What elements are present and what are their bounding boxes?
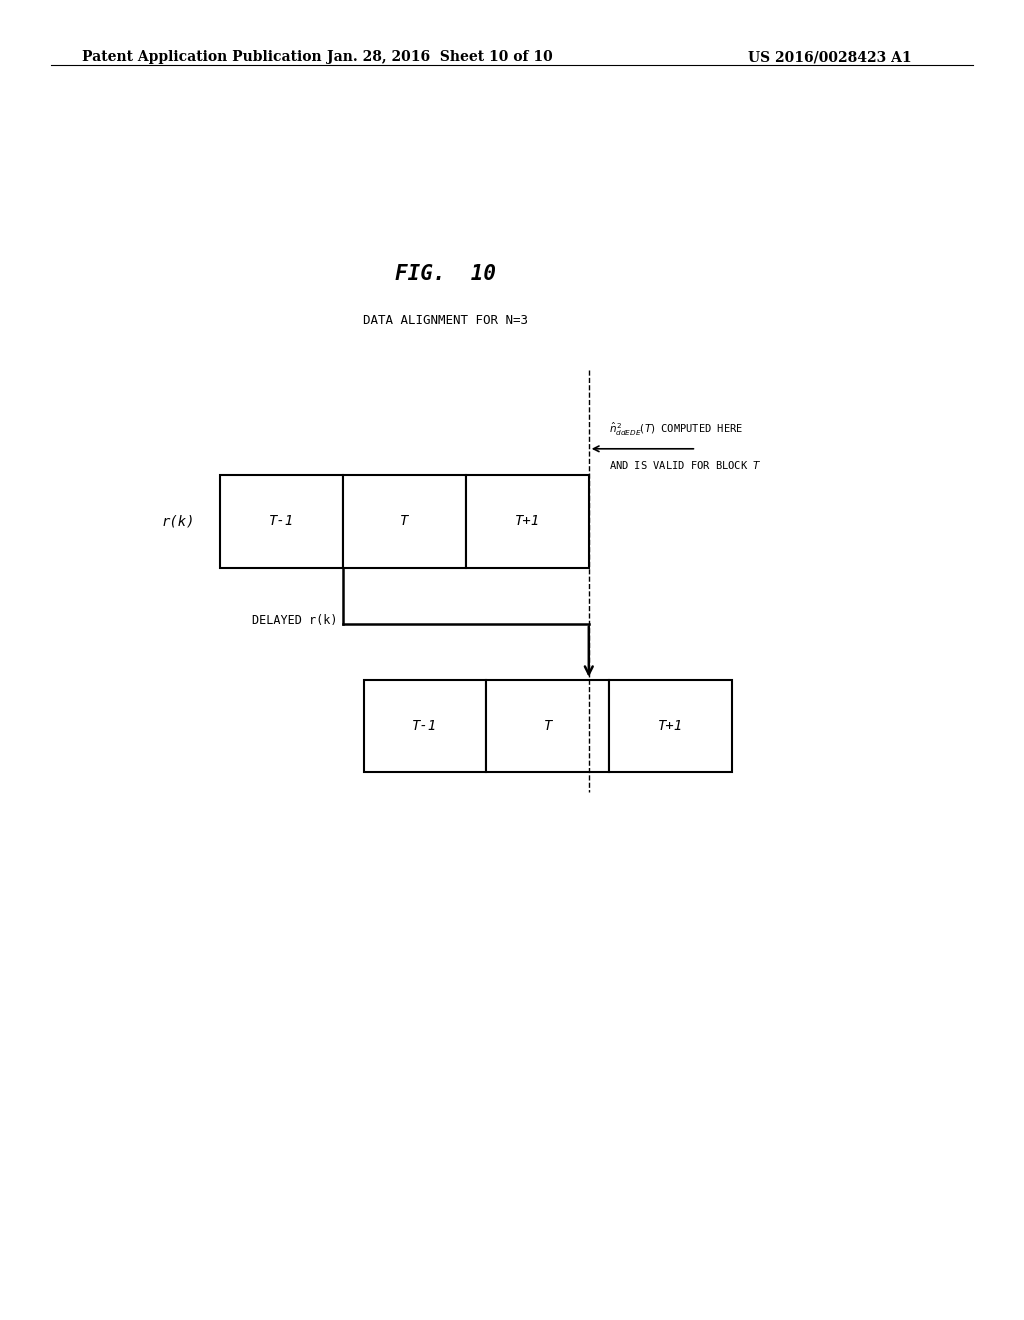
Bar: [220, 475, 343, 568]
Bar: [364, 680, 486, 772]
Text: DELAYED r(k): DELAYED r(k): [253, 614, 338, 627]
Text: T-1: T-1: [413, 719, 437, 733]
Bar: [486, 680, 609, 772]
Text: T+1: T+1: [658, 719, 683, 733]
Text: T-1: T-1: [269, 515, 294, 528]
Text: T: T: [544, 719, 552, 733]
Text: Patent Application Publication: Patent Application Publication: [82, 50, 322, 65]
Text: r(k): r(k): [161, 515, 195, 528]
Text: AND IS VALID FOR BLOCK $T$: AND IS VALID FOR BLOCK $T$: [609, 459, 762, 471]
Text: T: T: [400, 515, 409, 528]
Text: T+1: T+1: [515, 515, 540, 528]
Text: $\hat{n}^{\,2}_{ddEDE}$$(T)$ COMPUTED HERE: $\hat{n}^{\,2}_{ddEDE}$$(T)$ COMPUTED HE…: [609, 421, 743, 438]
Bar: [466, 475, 589, 568]
Text: US 2016/0028423 A1: US 2016/0028423 A1: [748, 50, 911, 65]
Bar: [343, 475, 466, 568]
Text: FIG.  10: FIG. 10: [395, 264, 496, 284]
Text: DATA ALIGNMENT FOR N=3: DATA ALIGNMENT FOR N=3: [362, 314, 528, 327]
Text: Jan. 28, 2016  Sheet 10 of 10: Jan. 28, 2016 Sheet 10 of 10: [328, 50, 553, 65]
Bar: [609, 680, 732, 772]
